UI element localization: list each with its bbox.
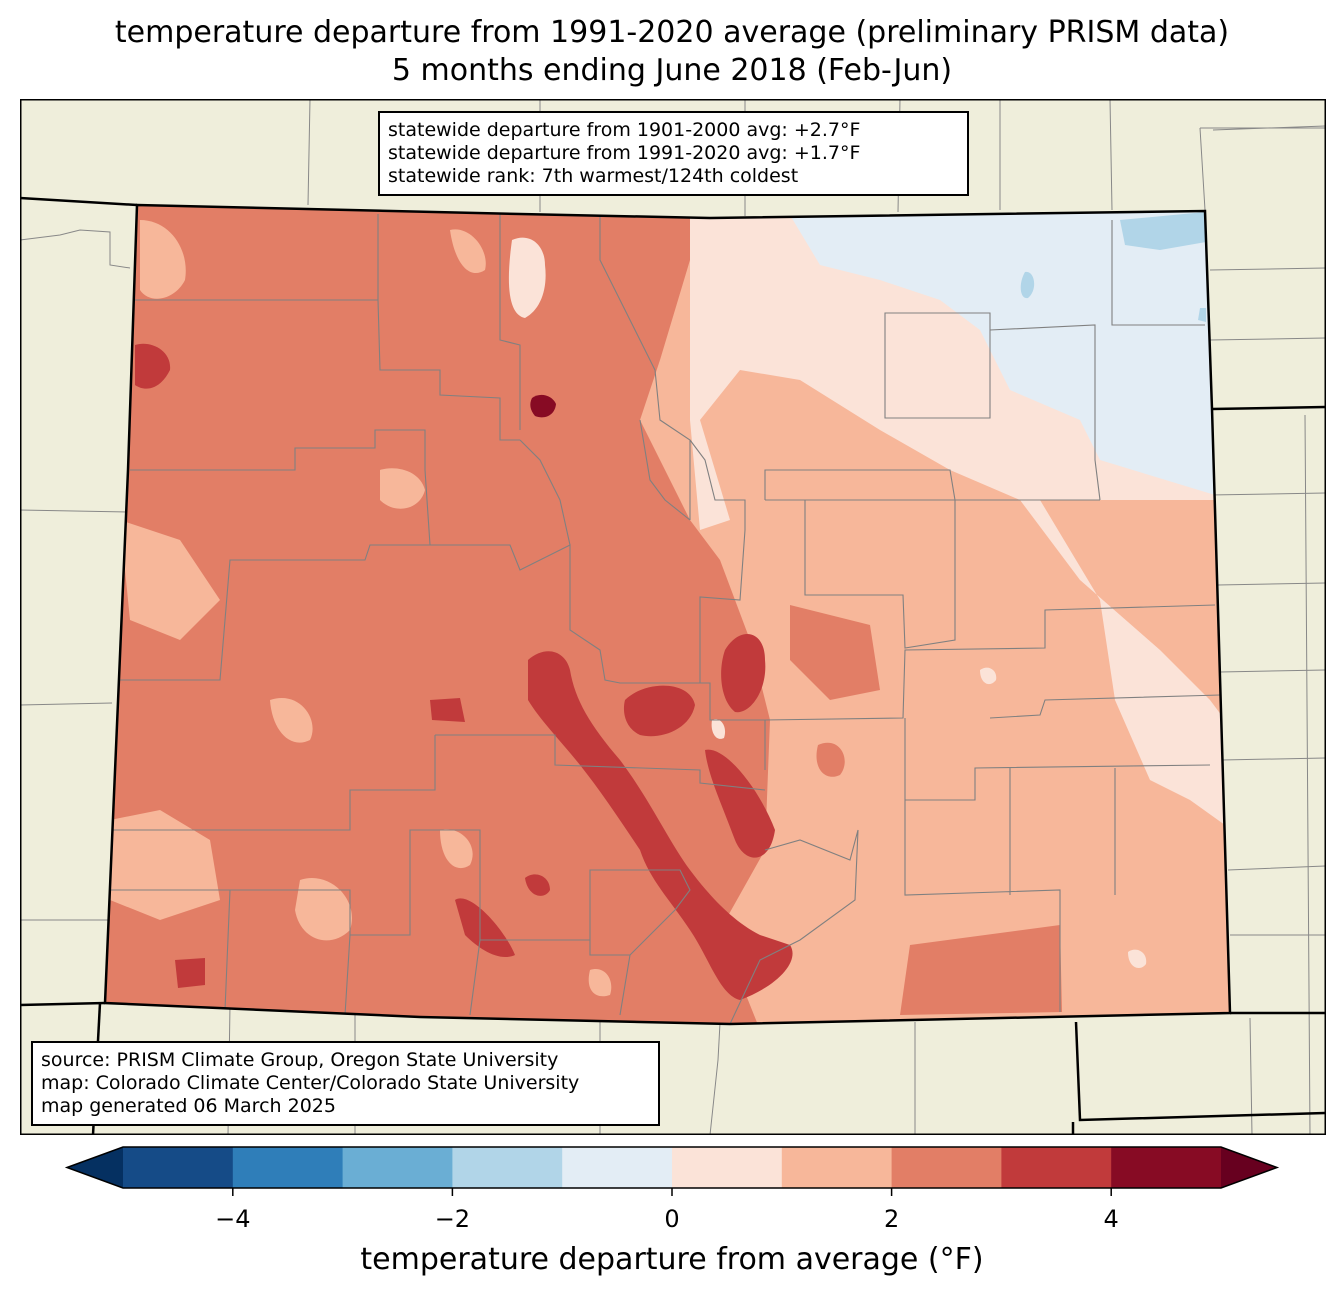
colorbar-tick-label: −4	[215, 1205, 251, 1233]
colorbar-band	[452, 1147, 563, 1188]
colorbar-tick-label: 0	[664, 1205, 680, 1233]
generated-date-line: map generated 06 March 2025	[41, 1095, 336, 1117]
source-credits-box: source: PRISM Climate Group, Oregon Stat…	[31, 1041, 660, 1126]
colorbar-label: temperature departure from average (°F)	[360, 1242, 984, 1277]
colorbar-tick-label: −2	[434, 1205, 471, 1233]
stats-departure-1991-2020: statewide departure from 1991-2020 avg: …	[388, 142, 861, 164]
stats-departure-1901-2000: statewide departure from 1901-2000 avg: …	[388, 119, 861, 141]
colorbar-outline	[64, 1146, 1280, 1189]
colorbar-band	[781, 1147, 893, 1188]
band-3-to-4-central	[528, 651, 793, 1000]
band-minus2-to-minus1-spots	[1020, 212, 1206, 322]
colorbar-band	[342, 1147, 453, 1188]
colorbar-band	[672, 1147, 783, 1188]
stats-rank: statewide rank: 7th warmest/124th coldes…	[388, 165, 799, 187]
colorbar-tick-label: 2	[883, 1205, 900, 1233]
colorbar-band	[1001, 1147, 1112, 1188]
band-2-to-3-east	[790, 605, 1062, 1015]
band-0-to-1-west-patches	[508, 237, 546, 318]
colorbar-band	[1111, 1147, 1222, 1188]
colorbar-over-arrow	[1221, 1147, 1277, 1188]
colorbar-band	[562, 1147, 673, 1188]
map-title: temperature departure from 1991-2020 ave…	[114, 15, 1230, 50]
band-2-to-3-west	[105, 205, 770, 1024]
band-1-to-2-west-patches	[110, 220, 612, 997]
colorbar-tick-label: 4	[1103, 1205, 1119, 1233]
map-credit-line: map: Colorado Climate Center/Colorado St…	[41, 1072, 580, 1094]
map-subtitle: 5 months ending June 2018 (Feb-Jun)	[391, 53, 953, 88]
source-line: source: PRISM Climate Group, Oregon Stat…	[41, 1049, 559, 1071]
colorado-temperature-field	[105, 205, 1230, 1024]
colorbar-band	[232, 1147, 344, 1188]
colorbar-band	[891, 1147, 1002, 1188]
state-border-lines	[20, 196, 1326, 1135]
colorado-state-outline	[103, 203, 1232, 1026]
colorbar-band	[123, 1147, 234, 1188]
colorado-county-lines	[110, 214, 1221, 1024]
band-minus1-to-0-northeast	[790, 210, 1215, 495]
map-frame	[20, 99, 1326, 1135]
temperature-map	[20, 99, 1326, 1135]
band-4-to-5-spot	[530, 394, 556, 418]
statewide-stats-box: statewide departure from 1901-2000 avg: …	[378, 111, 969, 196]
colorbar	[64, 1146, 1280, 1196]
colorbar-under-arrow	[67, 1147, 123, 1188]
